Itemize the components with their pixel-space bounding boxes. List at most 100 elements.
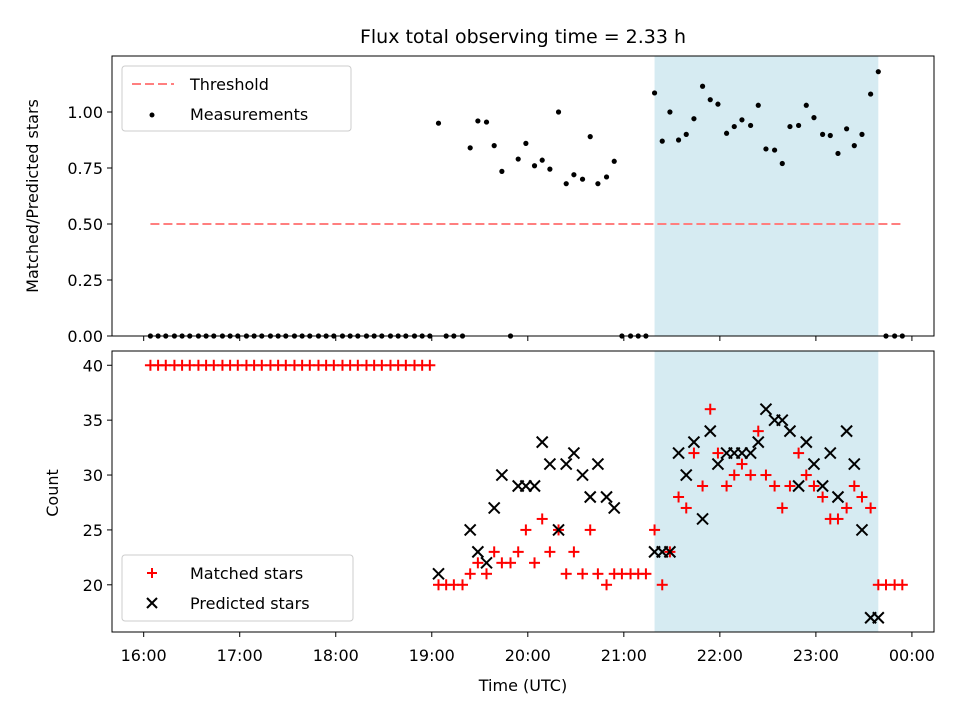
- matched-star-point: [817, 491, 829, 503]
- measurement-point: [868, 91, 874, 97]
- predicted-star-stroke-b: [831, 490, 845, 504]
- predicted-star-point: [824, 446, 837, 460]
- top-ytick-label: 0.00: [67, 327, 103, 346]
- bottom-ytick-label: 40: [83, 356, 103, 375]
- matched-star-point: [728, 469, 740, 481]
- measurement-point: [523, 140, 529, 146]
- measurement-point: [820, 131, 826, 137]
- predicted-star-stroke-b: [776, 413, 789, 427]
- top-ytick-label: 0.25: [67, 271, 103, 290]
- predicted-star-point: [800, 435, 813, 449]
- top-ytick-label: 0.75: [67, 159, 103, 178]
- predicted-star-point: [848, 457, 861, 471]
- predicted-star-stroke-b: [711, 457, 725, 471]
- measurement-point: [691, 116, 697, 122]
- top-ytick-label: 1.00: [67, 103, 103, 122]
- matched-star-point: [760, 469, 772, 481]
- top-panel: 0.00 0.25 0.50 0.75 1.00 Matched/Predicted s…: [23, 55, 935, 346]
- predicted-star-stroke-b: [759, 402, 773, 416]
- predicted-star-stroke-b: [816, 479, 829, 493]
- matched-star-point: [529, 557, 541, 569]
- xtick-label: 19:00: [409, 646, 455, 665]
- predicted-star-stroke-b: [680, 468, 693, 482]
- predicted-star-point: [471, 545, 485, 559]
- measurement-point: [539, 157, 545, 163]
- predicted-star-stroke-b: [783, 424, 797, 438]
- measurement-point: [563, 181, 569, 187]
- matched-star-point: [481, 568, 493, 580]
- matched-star-point: [464, 568, 476, 580]
- predicted-star-stroke-b: [800, 435, 813, 449]
- predicted-star-stroke-b: [824, 446, 837, 460]
- matched-star-point: [584, 524, 596, 536]
- matched-star-point: [568, 546, 580, 558]
- measurement-point: [771, 147, 778, 153]
- legend-threshold-label: Threshold: [189, 75, 269, 94]
- top-y-ticks: 0.00 0.25 0.50 0.75 1.00: [67, 103, 112, 346]
- predicted-star-stroke-b: [687, 435, 701, 449]
- predicted-star-stroke-b: [848, 457, 861, 471]
- bottom-y-axis-label: Count: [43, 469, 62, 517]
- measurement-point: [483, 119, 490, 125]
- measurement-point: [587, 134, 593, 140]
- matched-star-point: [736, 458, 748, 470]
- predicted-star-point: [432, 567, 445, 581]
- matched-star-point: [841, 502, 853, 514]
- bottom-ytick-label: 25: [83, 521, 103, 540]
- measurement-point: [651, 90, 658, 96]
- measurement-point: [467, 145, 473, 151]
- measurement-point: [435, 120, 442, 126]
- predicted-star-point: [552, 523, 565, 537]
- predicted-star-point: [816, 479, 829, 493]
- matched-star-point: [488, 546, 500, 558]
- measurement-point: [555, 109, 562, 115]
- predicted-star-stroke-b: [608, 501, 621, 515]
- chart-title: Flux total observing time = 2.33 h: [360, 26, 686, 48]
- bottom-legend-box: [121, 554, 354, 622]
- matched-star-point: [536, 513, 548, 525]
- measurement-point: [699, 83, 706, 89]
- xtick-label: 17:00: [217, 646, 263, 665]
- matched-star-point: [769, 480, 781, 492]
- matched-star-point: [512, 546, 524, 558]
- predicted-star-stroke-b: [560, 457, 573, 471]
- bottom-legend: Matched stars Predicted stars: [121, 554, 354, 622]
- matched-star-point: [601, 579, 613, 591]
- predicted-star-stroke-b: [840, 424, 853, 438]
- matched-star-point: [680, 502, 692, 514]
- predicted-star-point: [487, 501, 501, 515]
- matched-star-point: [592, 568, 604, 580]
- predicted-star-stroke-b: [495, 468, 509, 482]
- matched-star-point: [752, 425, 764, 437]
- predicted-star-stroke-b: [672, 446, 685, 460]
- predicted-star-point: [672, 446, 685, 460]
- predicted-star-point: [663, 545, 677, 559]
- predicted-star-point: [463, 523, 477, 537]
- predicted-star-stroke-b: [480, 556, 493, 570]
- legend-predicted-label: Predicted stars: [190, 594, 310, 613]
- predicted-star-point: [872, 611, 885, 624]
- xtick-label: 00:00: [889, 646, 935, 665]
- matched-star-point: [673, 491, 685, 503]
- matched-star-point: [856, 491, 868, 503]
- legend-predicted-swatch: [146, 597, 158, 609]
- predicted-star-stroke-b: [792, 479, 805, 493]
- predicted-star-stroke-b: [696, 512, 709, 526]
- top-ytick-label: 0.50: [67, 215, 103, 234]
- bottom-ytick-label: 35: [83, 411, 103, 430]
- predicted-star-point: [776, 413, 789, 427]
- predicted-star-stroke-b: [600, 490, 613, 504]
- matched-star-point: [505, 557, 517, 569]
- predicted-star-stroke-b: [807, 457, 821, 471]
- xtick-label: 18:00: [313, 646, 359, 665]
- matched-star-point: [712, 447, 724, 459]
- bottom-axes-frame: [111, 350, 935, 633]
- predicted-star-point: [535, 435, 549, 449]
- measurement-point: [611, 158, 617, 164]
- measurement-point: [827, 132, 833, 139]
- predicted-star-stroke-b: [591, 457, 605, 471]
- matched-star-point: [704, 403, 716, 415]
- x-axis-label: Time (UTC): [478, 676, 567, 695]
- matched-star-point: [776, 502, 788, 514]
- matched-star-point: [745, 469, 757, 481]
